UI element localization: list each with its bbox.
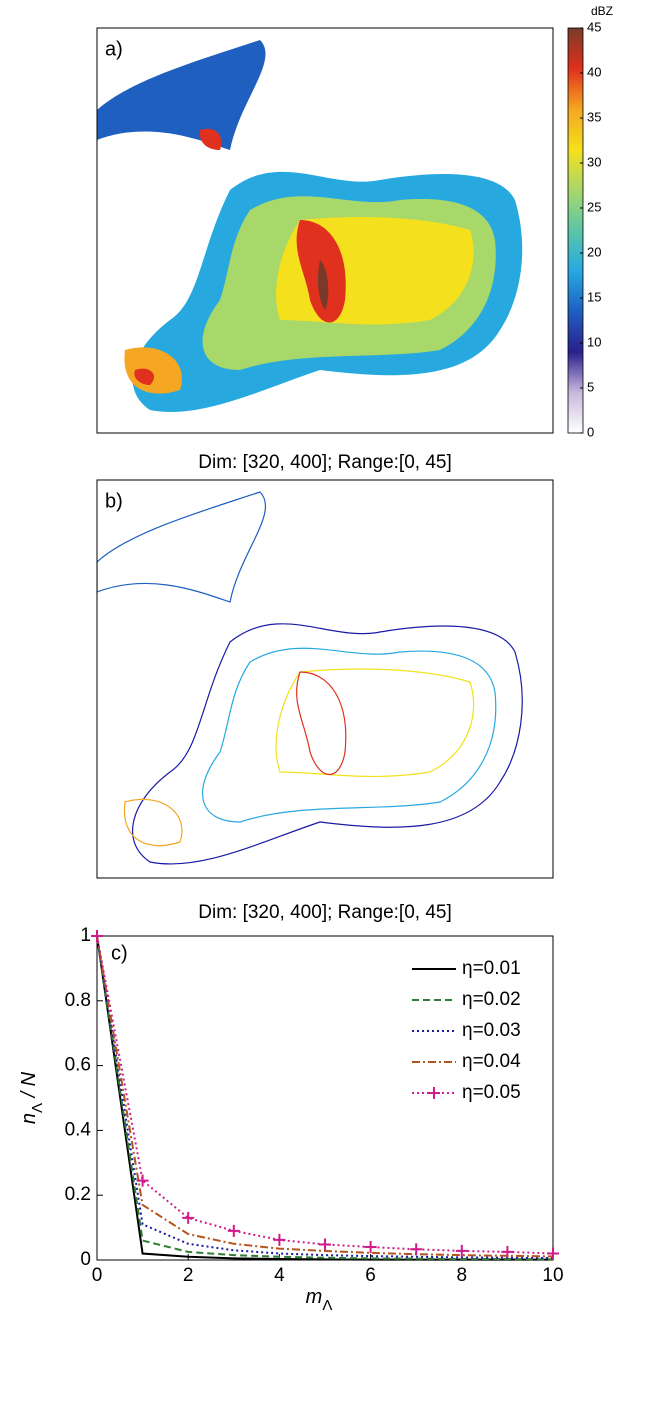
legend-label: η=0.02 — [462, 989, 521, 1010]
y-tick-label: 1 — [80, 925, 91, 946]
marker — [547, 1247, 559, 1260]
y-axis-label: nΛ / N — [18, 1071, 46, 1124]
y-tick-label: 0 — [80, 1249, 91, 1270]
legend-label: η=0.04 — [462, 1051, 521, 1072]
marker — [364, 1241, 377, 1254]
colorbar-tick-label: 5 — [587, 379, 594, 394]
x-tick-label: 0 — [92, 1265, 103, 1286]
series-line — [96, 935, 554, 1261]
legend-label: η=0.05 — [462, 1082, 521, 1103]
colorbar-tick-label: 0 — [587, 424, 594, 439]
x-tick-label: 10 — [542, 1265, 563, 1286]
colorbar-tick-label: 30 — [587, 154, 601, 169]
x-tick-label: 4 — [274, 1265, 285, 1286]
panel-frame — [96, 479, 554, 879]
legend-label: η=0.03 — [462, 1020, 521, 1041]
x-tick-label: 8 — [457, 1265, 468, 1286]
marker — [319, 1238, 331, 1251]
legend-marker — [428, 1087, 440, 1099]
series-line — [96, 935, 554, 1260]
marker — [182, 1211, 195, 1224]
colorbar-tick-label: 10 — [587, 334, 601, 349]
marker — [136, 1174, 149, 1187]
marker — [273, 1233, 286, 1246]
y-tick-label: 0.4 — [65, 1119, 92, 1140]
y-tick-label: 0.8 — [65, 990, 91, 1011]
marker — [410, 1243, 423, 1256]
marker — [455, 1244, 468, 1257]
colorbar-unit: dBZ — [591, 4, 613, 18]
colorbar-tick-label: 40 — [587, 64, 601, 79]
legend-label: η=0.01 — [462, 958, 521, 979]
colorbar-tick-label: 35 — [587, 109, 601, 124]
colorbar-tick-label: 25 — [587, 199, 601, 214]
y-axis-label-main: n — [18, 1113, 40, 1124]
x-axis-label-main: m — [306, 1286, 323, 1308]
x-axis-label: mΛ — [306, 1286, 333, 1314]
marker — [227, 1224, 240, 1237]
series-line — [96, 935, 554, 1258]
marker — [91, 930, 103, 942]
panel-frame — [96, 27, 554, 434]
colorbar-tick-label: 15 — [587, 289, 601, 304]
y-axis-label-sub: Λ — [29, 1103, 46, 1113]
y-tick-label: 0.6 — [65, 1055, 91, 1076]
x-tick-label: 2 — [183, 1265, 194, 1286]
colorbar-tick-label: 45 — [587, 19, 601, 34]
radar-field — [97, 40, 523, 412]
marker — [501, 1245, 514, 1258]
panel-label: b) — [105, 490, 123, 512]
panel-label: c) — [111, 942, 128, 964]
y-tick-label: 0.2 — [65, 1184, 91, 1205]
caption: Dim: [320, 400]; Range:[0, 45] — [198, 902, 452, 923]
y-axis-label-rest: / N — [18, 1071, 40, 1103]
panel-label: a) — [105, 38, 123, 60]
x-tick-label: 6 — [365, 1265, 376, 1286]
radar-contours — [97, 491, 523, 865]
x-axis-label-sub: Λ — [322, 1297, 332, 1314]
colorbar — [567, 27, 584, 434]
colorbar-tick-label: 20 — [587, 244, 601, 259]
caption: Dim: [320, 400]; Range:[0, 45] — [198, 452, 452, 473]
